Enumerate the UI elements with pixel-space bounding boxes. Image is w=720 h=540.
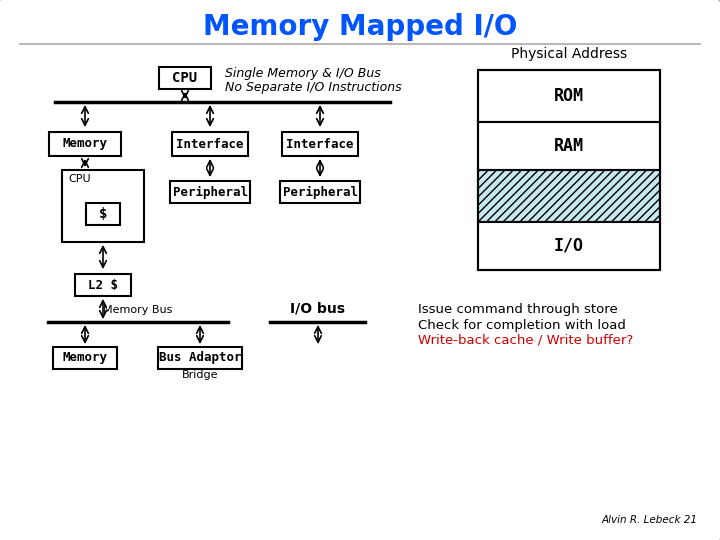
Bar <box>478 170 660 222</box>
Text: Peripheral: Peripheral <box>173 185 248 199</box>
Text: No Separate I/O Instructions: No Separate I/O Instructions <box>225 80 402 93</box>
Text: Memory: Memory <box>63 138 107 151</box>
Bar <box>280 181 360 203</box>
Text: RAM: RAM <box>554 137 584 155</box>
Text: Bus Adaptor: Bus Adaptor <box>158 352 241 365</box>
Bar <box>478 222 660 270</box>
Bar <box>62 170 144 242</box>
Text: Issue command through store: Issue command through store <box>418 303 618 316</box>
Bar <box>86 203 120 225</box>
Bar <box>282 132 358 156</box>
Text: Interface: Interface <box>176 138 244 151</box>
Text: L2 $: L2 $ <box>88 279 118 292</box>
Text: Bridge: Bridge <box>181 370 218 380</box>
Bar <box>53 347 117 369</box>
Text: Memory: Memory <box>63 352 107 365</box>
Bar <box>172 132 248 156</box>
Text: Alvin R. Lebeck 21: Alvin R. Lebeck 21 <box>602 515 698 525</box>
Text: $: $ <box>99 207 107 221</box>
Bar <box>159 67 211 89</box>
Bar <box>170 181 250 203</box>
Text: I/O bus: I/O bus <box>290 301 346 315</box>
Text: CPU: CPU <box>68 174 91 184</box>
Bar <box>75 274 131 296</box>
Bar <box>478 122 660 170</box>
Text: Write-back cache / Write buffer?: Write-back cache / Write buffer? <box>418 334 634 347</box>
Text: Physical Address: Physical Address <box>511 47 627 61</box>
Bar <box>158 347 242 369</box>
Bar <box>478 70 660 270</box>
Text: Check for completion with load: Check for completion with load <box>418 319 626 332</box>
Text: Memory Bus: Memory Bus <box>103 305 173 315</box>
Bar <box>49 132 121 156</box>
Text: Memory Mapped I/O: Memory Mapped I/O <box>203 13 517 41</box>
Text: I/O: I/O <box>554 237 584 255</box>
Text: Peripheral: Peripheral <box>282 185 358 199</box>
Text: CPU: CPU <box>172 71 197 85</box>
Text: Single Memory & I/O Bus: Single Memory & I/O Bus <box>225 68 381 80</box>
Text: Interface: Interface <box>287 138 354 151</box>
Text: ROM: ROM <box>554 87 584 105</box>
Bar <box>478 70 660 122</box>
